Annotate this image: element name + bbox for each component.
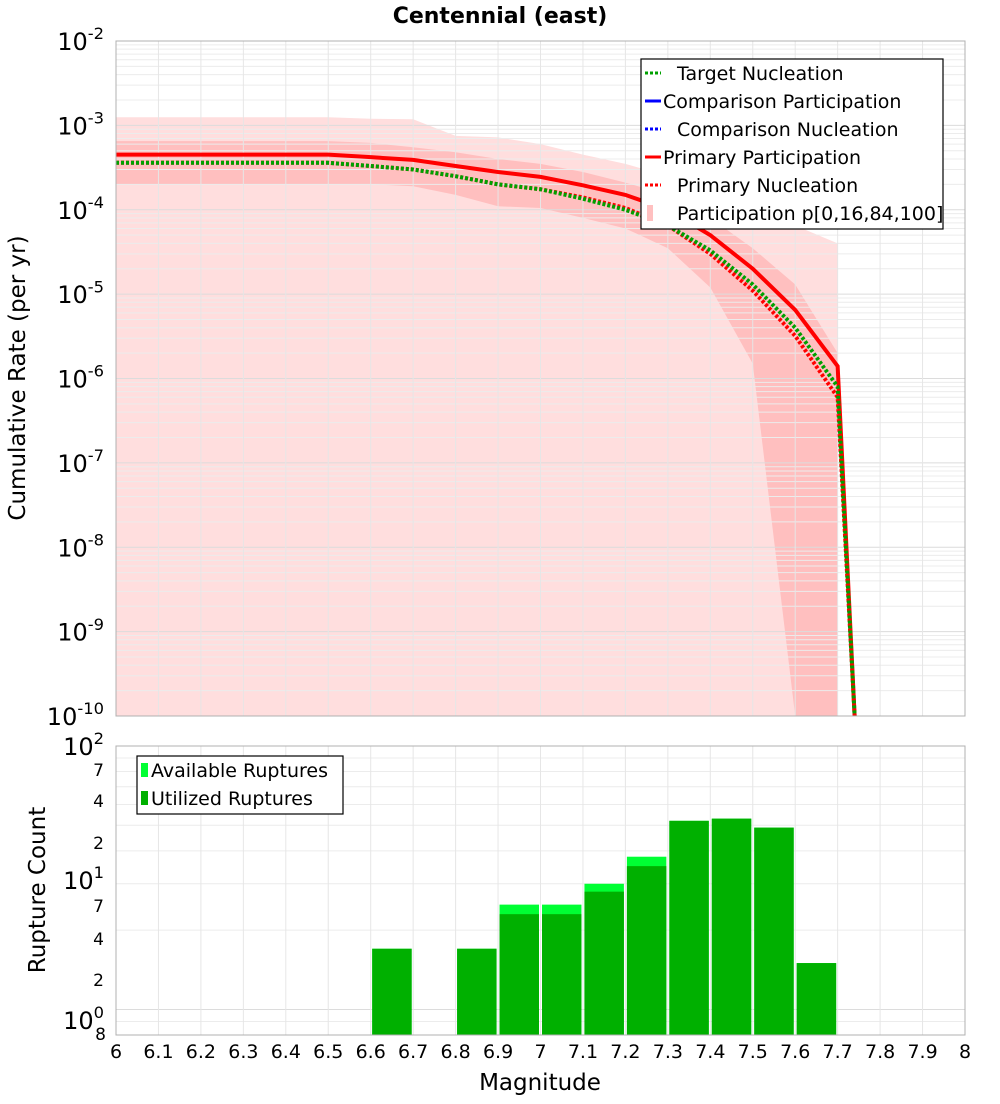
legend-swatch	[141, 791, 148, 805]
y-tick-label: 10-4	[57, 193, 104, 225]
y-tick-label: 4	[93, 792, 104, 812]
rupture-y-axis-label: Rupture Count	[25, 807, 51, 973]
x-tick-label: 6.1	[143, 1041, 173, 1063]
x-tick-label: 7	[534, 1041, 546, 1063]
x-tick-label: 6	[110, 1041, 122, 1063]
x-tick-label: 6.8	[440, 1041, 470, 1063]
legend-label: Target Nucleation	[676, 63, 844, 85]
legend-swatch	[647, 205, 653, 221]
x-tick-label: 6.3	[228, 1041, 258, 1063]
x-tick-label: 7.5	[738, 1041, 768, 1063]
magnitude-x-axis-label: Magnitude	[479, 1070, 601, 1096]
x-tick-label: 6.6	[356, 1041, 386, 1063]
chart-title: Centennial (east)	[393, 4, 608, 29]
y-tick-label: 10-9	[57, 615, 104, 647]
x-tick-label: 8	[959, 1041, 971, 1063]
legend-label: Available Ruptures	[151, 760, 328, 782]
x-tick-label: 7.4	[695, 1041, 725, 1063]
bar	[499, 914, 539, 1035]
y-tick-label: 101	[63, 863, 104, 895]
bar	[626, 866, 667, 1035]
bar	[754, 827, 794, 1035]
y-tick-label: 7	[93, 897, 104, 917]
x-tick-label: 6.5	[313, 1041, 343, 1063]
y-tick-label: 10-6	[57, 362, 104, 394]
y-tick-label: 10-2	[57, 24, 104, 56]
x-tick-label: 7.1	[568, 1041, 598, 1063]
legend-label: Participation p[0,16,84,100]	[677, 203, 943, 225]
x-tick-label: 6.7	[398, 1041, 428, 1063]
rupture-plot-frame	[115, 745, 966, 1036]
legend-label: Comparison Nucleation	[677, 119, 899, 141]
x-tick-label: 7.7	[823, 1041, 853, 1063]
x-tick-label: 7.8	[865, 1041, 895, 1063]
y-tick-label: 10-7	[57, 446, 104, 478]
y-tick-label: 10-8	[57, 530, 104, 562]
x-tick-label: 6.4	[271, 1041, 301, 1063]
y-tick-label: 100	[63, 1003, 104, 1035]
rate-series-lines	[116, 152, 857, 717]
x-tick-label: 7.9	[907, 1041, 937, 1063]
series-line	[116, 160, 857, 717]
rate-y-ticks: 10-2 10-3 10-4 10-5 10-6 10-7 10-8 10-9 10-10	[47, 24, 104, 731]
legend-label: Primary Participation	[663, 147, 861, 169]
y-tick-label: 102	[63, 729, 104, 761]
legend-label: Utilized Ruptures	[151, 788, 313, 810]
y-tick-label: 2	[93, 971, 104, 991]
x-tick-label: 6.2	[186, 1041, 216, 1063]
magnitude-x-ticks: 6 6.1 6.2 6.3 6.4 6.5 6.6 6.7 6.8 6.9 7 7.1 7.2 7.3 7.…	[110, 1041, 971, 1063]
bar	[372, 948, 412, 1035]
bar	[542, 914, 582, 1035]
bar	[457, 948, 497, 1035]
x-tick-label: 7.6	[780, 1041, 810, 1063]
legend-box	[640, 58, 944, 230]
y-tick-label: 10-10	[47, 699, 104, 731]
legend-swatch	[141, 763, 148, 777]
legend-box	[136, 755, 344, 815]
bar	[584, 891, 624, 1035]
y-tick-label: 10-5	[57, 277, 104, 309]
series-line	[116, 152, 857, 717]
legend-label: Comparison Participation	[663, 91, 901, 113]
y-tick-label: 7	[93, 761, 104, 781]
rupture-bars	[372, 818, 837, 1035]
rate-legend: Target Nucleation Comparison Participatio…	[640, 58, 944, 230]
rate-y-axis-label: Cumulative Rate (per yr)	[5, 235, 31, 520]
legend-label: Primary Nucleation	[677, 175, 858, 197]
bar	[796, 963, 837, 1035]
x-tick-label: 7.3	[653, 1041, 683, 1063]
y-tick-label: 4	[93, 930, 104, 950]
rate-plot: 10-2 10-3 10-4 10-5 10-6 10-7 10-8 10-9 10-10 Cu…	[5, 24, 966, 731]
y-tick-label: 10-3	[57, 109, 104, 141]
bar	[711, 818, 752, 1035]
rate-plot-frame	[115, 40, 966, 717]
y-tick-label: 2	[93, 834, 104, 854]
x-tick-label: 6.9	[483, 1041, 513, 1063]
rupture-legend: Available Ruptures Utilized Ruptures	[136, 755, 344, 815]
bar	[669, 820, 709, 1035]
x-tick-label: 7.2	[610, 1041, 640, 1063]
y-tick-label: 8	[95, 1025, 106, 1045]
